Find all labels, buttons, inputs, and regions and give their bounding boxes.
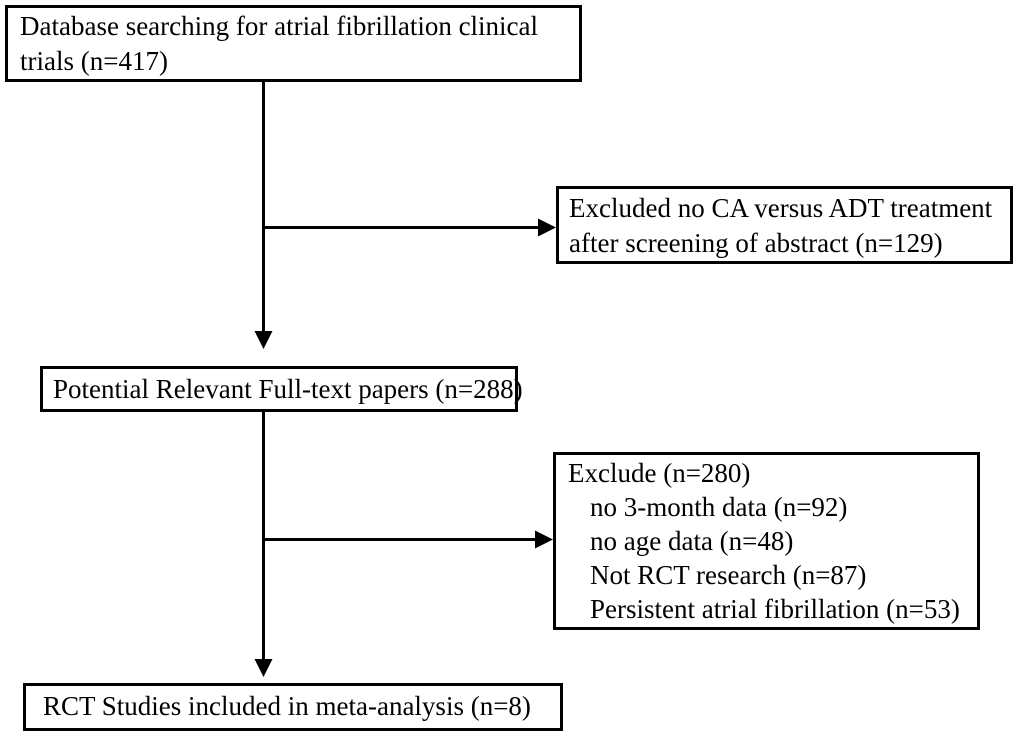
arrow-search-to-fulltext xyxy=(254,81,273,349)
node-fulltext-papers: Potential Relevant Full-text papers (n=2… xyxy=(40,366,523,412)
node-database-search-label: Database searching for atrial fibrillati… xyxy=(20,11,539,76)
node-excluded-abstract-label: Excluded no CA versus ADT treatment afte… xyxy=(569,193,993,258)
excluded-fulltext-item: no age data (n=48) xyxy=(590,526,794,556)
arrow-search-to-excluded-abstract xyxy=(262,218,556,237)
node-fulltext-papers-label: Potential Relevant Full-text papers (n=2… xyxy=(53,374,523,404)
arrow-fulltext-to-excluded-fulltext xyxy=(262,530,553,549)
node-included-studies: RCT Studies included in meta-analysis (n… xyxy=(23,683,563,731)
excluded-fulltext-title: Exclude (n=280) xyxy=(568,458,751,488)
arrow-fulltext-to-included xyxy=(254,412,273,677)
node-included-studies-label: RCT Studies included in meta-analysis (n… xyxy=(43,691,531,721)
excluded-fulltext-item: Not RCT research (n=87) xyxy=(590,560,867,590)
excluded-fulltext-item: Persistent atrial fibrillation (n=53) xyxy=(590,594,960,624)
node-excluded-fulltext: Exclude (n=280) no 3-month data (n=92) n… xyxy=(553,452,980,630)
node-excluded-abstract: Excluded no CA versus ADT treatment afte… xyxy=(556,186,1013,264)
node-database-search: Database searching for atrial fibrillati… xyxy=(5,5,582,82)
excluded-fulltext-item: no 3-month data (n=92) xyxy=(590,492,848,522)
